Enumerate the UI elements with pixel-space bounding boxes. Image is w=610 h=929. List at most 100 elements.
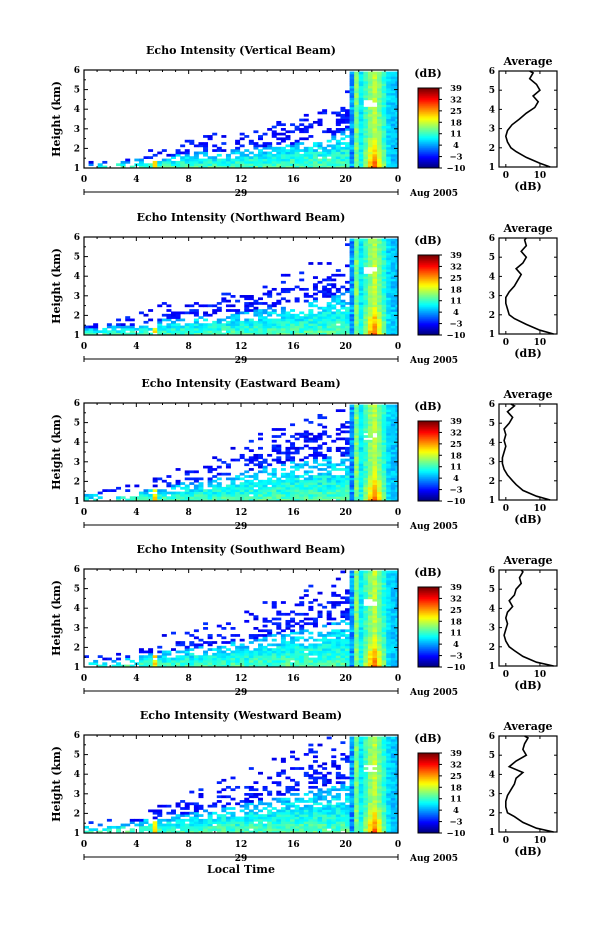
heatmap-cell bbox=[88, 493, 94, 497]
y-tick-label: 1 bbox=[74, 331, 80, 341]
heatmap-cell bbox=[248, 458, 254, 462]
heatmap-cell bbox=[322, 484, 328, 488]
heatmap-cell bbox=[303, 151, 309, 155]
heatmap-cell bbox=[248, 482, 254, 485]
average-y-tick-label: 5 bbox=[489, 253, 495, 263]
heatmap-cell bbox=[335, 662, 341, 666]
heatmap-cell bbox=[299, 496, 305, 500]
heatmap-cell bbox=[381, 255, 387, 258]
heatmap-cell bbox=[171, 156, 176, 159]
heatmap-cell bbox=[349, 650, 355, 654]
heatmap-cell bbox=[340, 425, 346, 429]
heatmap-cell bbox=[239, 144, 245, 148]
heatmap-cell bbox=[285, 453, 291, 457]
heatmap-cell bbox=[349, 285, 355, 289]
heatmap-cell bbox=[180, 825, 186, 829]
heatmap-cell bbox=[157, 332, 163, 336]
heatmap-cell bbox=[276, 657, 282, 661]
colorbar-swatch bbox=[418, 653, 439, 656]
heatmap-cell bbox=[120, 496, 126, 500]
heatmap-cell bbox=[175, 830, 181, 834]
heatmap-cell bbox=[189, 493, 195, 497]
heatmap-cell bbox=[262, 617, 268, 621]
colorbar-swatch bbox=[418, 319, 439, 322]
heatmap-cell bbox=[381, 269, 387, 272]
heatmap-cell bbox=[340, 631, 346, 635]
heatmap-cell bbox=[331, 111, 337, 115]
heatmap-cell bbox=[363, 320, 369, 324]
heatmap-cell bbox=[203, 641, 209, 644]
heatmap-cell bbox=[354, 85, 360, 89]
heatmap-cell bbox=[390, 619, 396, 623]
heatmap-cell bbox=[354, 323, 360, 326]
heatmap-cell bbox=[345, 622, 350, 626]
heatmap-cell bbox=[381, 655, 387, 658]
colorbar-swatch bbox=[418, 441, 439, 444]
heatmap-cell bbox=[345, 142, 350, 145]
heatmap-cell bbox=[230, 320, 236, 324]
heatmap-cell bbox=[276, 617, 282, 621]
heatmap-cell bbox=[198, 160, 204, 164]
heatmap-cell bbox=[280, 327, 286, 331]
heatmap-cell bbox=[322, 416, 328, 420]
heatmap-cell bbox=[262, 482, 268, 485]
heatmap-cell bbox=[372, 406, 378, 410]
heatmap-cell bbox=[354, 634, 360, 637]
heatmap-cell bbox=[322, 624, 328, 628]
heatmap-cell bbox=[331, 479, 337, 483]
heatmap-cell bbox=[212, 657, 218, 661]
heatmap-cell bbox=[363, 257, 369, 261]
heatmap-cell bbox=[148, 493, 154, 497]
heatmap-cell bbox=[125, 484, 131, 488]
heatmap-cell bbox=[386, 418, 392, 422]
average-x-tick-label: 0 bbox=[503, 171, 509, 181]
heatmap-cell bbox=[372, 479, 378, 483]
heatmap-cell bbox=[363, 444, 369, 448]
heatmap-cell bbox=[221, 318, 227, 322]
colorbar-swatch bbox=[418, 126, 439, 129]
heatmap-cell bbox=[372, 292, 378, 296]
heatmap-cell bbox=[349, 90, 355, 94]
heatmap-cell bbox=[322, 151, 328, 155]
heatmap-cell bbox=[239, 655, 245, 658]
heatmap-cell bbox=[207, 821, 213, 824]
heatmap-cell bbox=[166, 650, 172, 654]
heatmap-cell bbox=[271, 446, 277, 450]
heatmap-cell bbox=[326, 652, 332, 656]
heatmap-cell bbox=[271, 634, 277, 637]
heatmap-cell bbox=[335, 316, 341, 319]
heatmap-cell bbox=[152, 493, 158, 497]
heatmap-cell bbox=[372, 120, 378, 124]
heatmap-cell bbox=[377, 470, 383, 474]
heatmap-cell bbox=[349, 299, 355, 303]
heatmap-cell bbox=[161, 479, 167, 483]
heatmap-cell bbox=[312, 453, 318, 457]
heatmap-cell bbox=[381, 479, 387, 483]
heatmap-cell bbox=[363, 88, 369, 91]
heatmap-cell bbox=[390, 102, 396, 105]
heatmap-cell bbox=[299, 458, 305, 462]
heatmap-cell bbox=[299, 498, 305, 502]
heatmap-cell bbox=[267, 657, 273, 661]
x-tick-label: 20 bbox=[339, 674, 352, 684]
heatmap-cell bbox=[335, 165, 341, 169]
heatmap-cell bbox=[175, 496, 181, 500]
heatmap-cell bbox=[312, 449, 318, 453]
heatmap-cell bbox=[280, 657, 286, 661]
heatmap-cell bbox=[184, 807, 190, 810]
heatmap-cell bbox=[335, 163, 341, 167]
heatmap-cell bbox=[340, 645, 346, 649]
heatmap-cell bbox=[345, 615, 350, 619]
heatmap-cell bbox=[299, 603, 305, 607]
heatmap-cell bbox=[221, 828, 227, 832]
heatmap-cell bbox=[221, 823, 227, 827]
heatmap-cell bbox=[285, 662, 291, 666]
heatmap-cell bbox=[253, 638, 259, 642]
heatmap-cell bbox=[312, 276, 318, 279]
heatmap-cell bbox=[367, 95, 373, 98]
heatmap-cell bbox=[203, 809, 209, 813]
heatmap-cell bbox=[166, 652, 172, 656]
heatmap-cell bbox=[138, 330, 144, 334]
heatmap-cell bbox=[381, 116, 387, 120]
heatmap-cell bbox=[377, 615, 383, 619]
